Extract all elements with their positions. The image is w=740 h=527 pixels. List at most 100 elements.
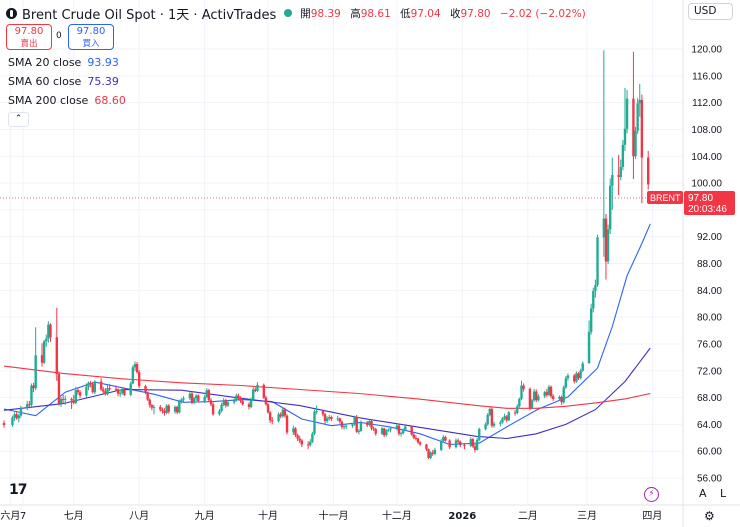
candle — [285, 414, 289, 435]
candle — [197, 394, 200, 403]
candle-body — [370, 421, 373, 429]
candle-body — [205, 390, 208, 397]
candle-body — [45, 338, 48, 342]
candle-body — [456, 440, 460, 442]
candle-body — [148, 399, 151, 405]
candle-body — [28, 404, 31, 406]
candle-body — [501, 418, 504, 423]
candle-body — [247, 404, 251, 407]
candle — [577, 372, 580, 381]
candle — [414, 435, 418, 441]
candle-body — [74, 390, 78, 403]
time-axis[interactable]: 六月 7 七月 八月 九月 十月 十一月 十二月 2026 二月 三月 四月 — [0, 509, 662, 522]
candle — [518, 397, 521, 408]
candle-body — [353, 417, 356, 425]
candle — [404, 425, 407, 432]
candle-body — [488, 408, 491, 415]
time-tick-label: 二月 — [518, 510, 538, 522]
candle — [135, 362, 139, 374]
low-label: 低 — [400, 7, 411, 20]
candle — [372, 426, 375, 432]
candle — [484, 422, 487, 431]
candle — [150, 404, 154, 411]
candle — [28, 400, 31, 409]
candle-body — [416, 438, 420, 443]
candle-body — [59, 398, 63, 404]
candle — [32, 382, 35, 393]
candle — [429, 451, 432, 460]
candle — [621, 140, 625, 171]
candle — [146, 391, 149, 401]
candle-body — [182, 398, 185, 400]
price-axis[interactable]: 56.00 60.00 64.00 68.00 72.00 76.00 80.00 84.00… — [691, 45, 722, 485]
candle-body — [442, 437, 445, 442]
candle — [473, 443, 477, 453]
candle-body — [399, 433, 403, 435]
candle-body — [116, 389, 120, 394]
candle — [416, 437, 420, 444]
candle — [211, 402, 215, 416]
sma60-legend[interactable]: SMA 60 close 75.39 — [8, 75, 119, 88]
candle — [19, 405, 23, 418]
candle-body — [505, 416, 508, 421]
candle — [490, 407, 494, 428]
candle-body — [418, 442, 422, 445]
candle-body — [351, 424, 354, 426]
candle-body — [165, 405, 168, 413]
candle — [344, 423, 348, 430]
buy-button[interactable]: 97.80 買入 — [68, 24, 114, 50]
candle-body — [638, 99, 641, 104]
candle — [309, 439, 312, 447]
candle-body — [401, 429, 405, 434]
candle-body — [503, 416, 506, 419]
candle — [596, 234, 599, 287]
candle — [387, 428, 390, 432]
symbol-title[interactable]: Brent Crude Oil Spot · 1天 · ActivTrades — [22, 7, 277, 23]
candle-body — [387, 429, 390, 431]
brent-tag: BRENT — [647, 191, 683, 204]
candle — [306, 441, 310, 450]
spread-value: 0 — [56, 31, 62, 41]
candle-body — [123, 389, 126, 395]
candle-body — [42, 341, 46, 363]
candle-body — [190, 393, 194, 403]
candle — [440, 439, 443, 452]
low-value: 97.04 — [410, 7, 441, 20]
candle-body — [180, 399, 183, 402]
sell-button[interactable]: 97.80 賣出 — [6, 24, 52, 50]
candle-body — [283, 409, 287, 416]
candle-body — [188, 393, 192, 399]
time-tick-label: 八月 — [129, 510, 149, 522]
candle — [173, 405, 177, 414]
candle — [617, 154, 620, 196]
collapse-legend-button[interactable]: ⌃ — [8, 112, 29, 127]
candle — [239, 396, 242, 403]
currency-selector[interactable]: USD — [688, 3, 733, 20]
settings-gear-icon[interactable]: ⚙ — [704, 509, 715, 523]
candle — [70, 397, 73, 409]
candle-body — [262, 384, 265, 398]
candle — [123, 387, 126, 397]
candle-body — [241, 400, 244, 405]
candle — [256, 382, 259, 393]
log-scale-button[interactable]: L — [720, 487, 727, 500]
sma200-line — [3, 365, 651, 409]
auto-scale-button[interactable]: A — [699, 487, 707, 500]
candle-body — [15, 414, 18, 419]
tradingview-logo[interactable]: 17 — [9, 482, 28, 498]
candle-body — [222, 400, 225, 405]
candle — [340, 420, 344, 430]
candle-body — [178, 401, 181, 413]
candle-body — [532, 391, 536, 401]
candle — [501, 417, 504, 424]
candle-body — [26, 404, 29, 408]
candle — [283, 407, 287, 418]
time-tick-label: 7 — [20, 511, 26, 522]
sma20-legend[interactable]: SMA 20 close 93.93 — [8, 56, 119, 69]
brent-tag-label: BRENT — [650, 193, 681, 203]
sma200-legend[interactable]: SMA 200 close 68.60 — [8, 94, 126, 107]
lightning-icon[interactable]: ⚡ — [644, 487, 659, 502]
candle — [558, 395, 561, 401]
candle — [549, 385, 553, 399]
